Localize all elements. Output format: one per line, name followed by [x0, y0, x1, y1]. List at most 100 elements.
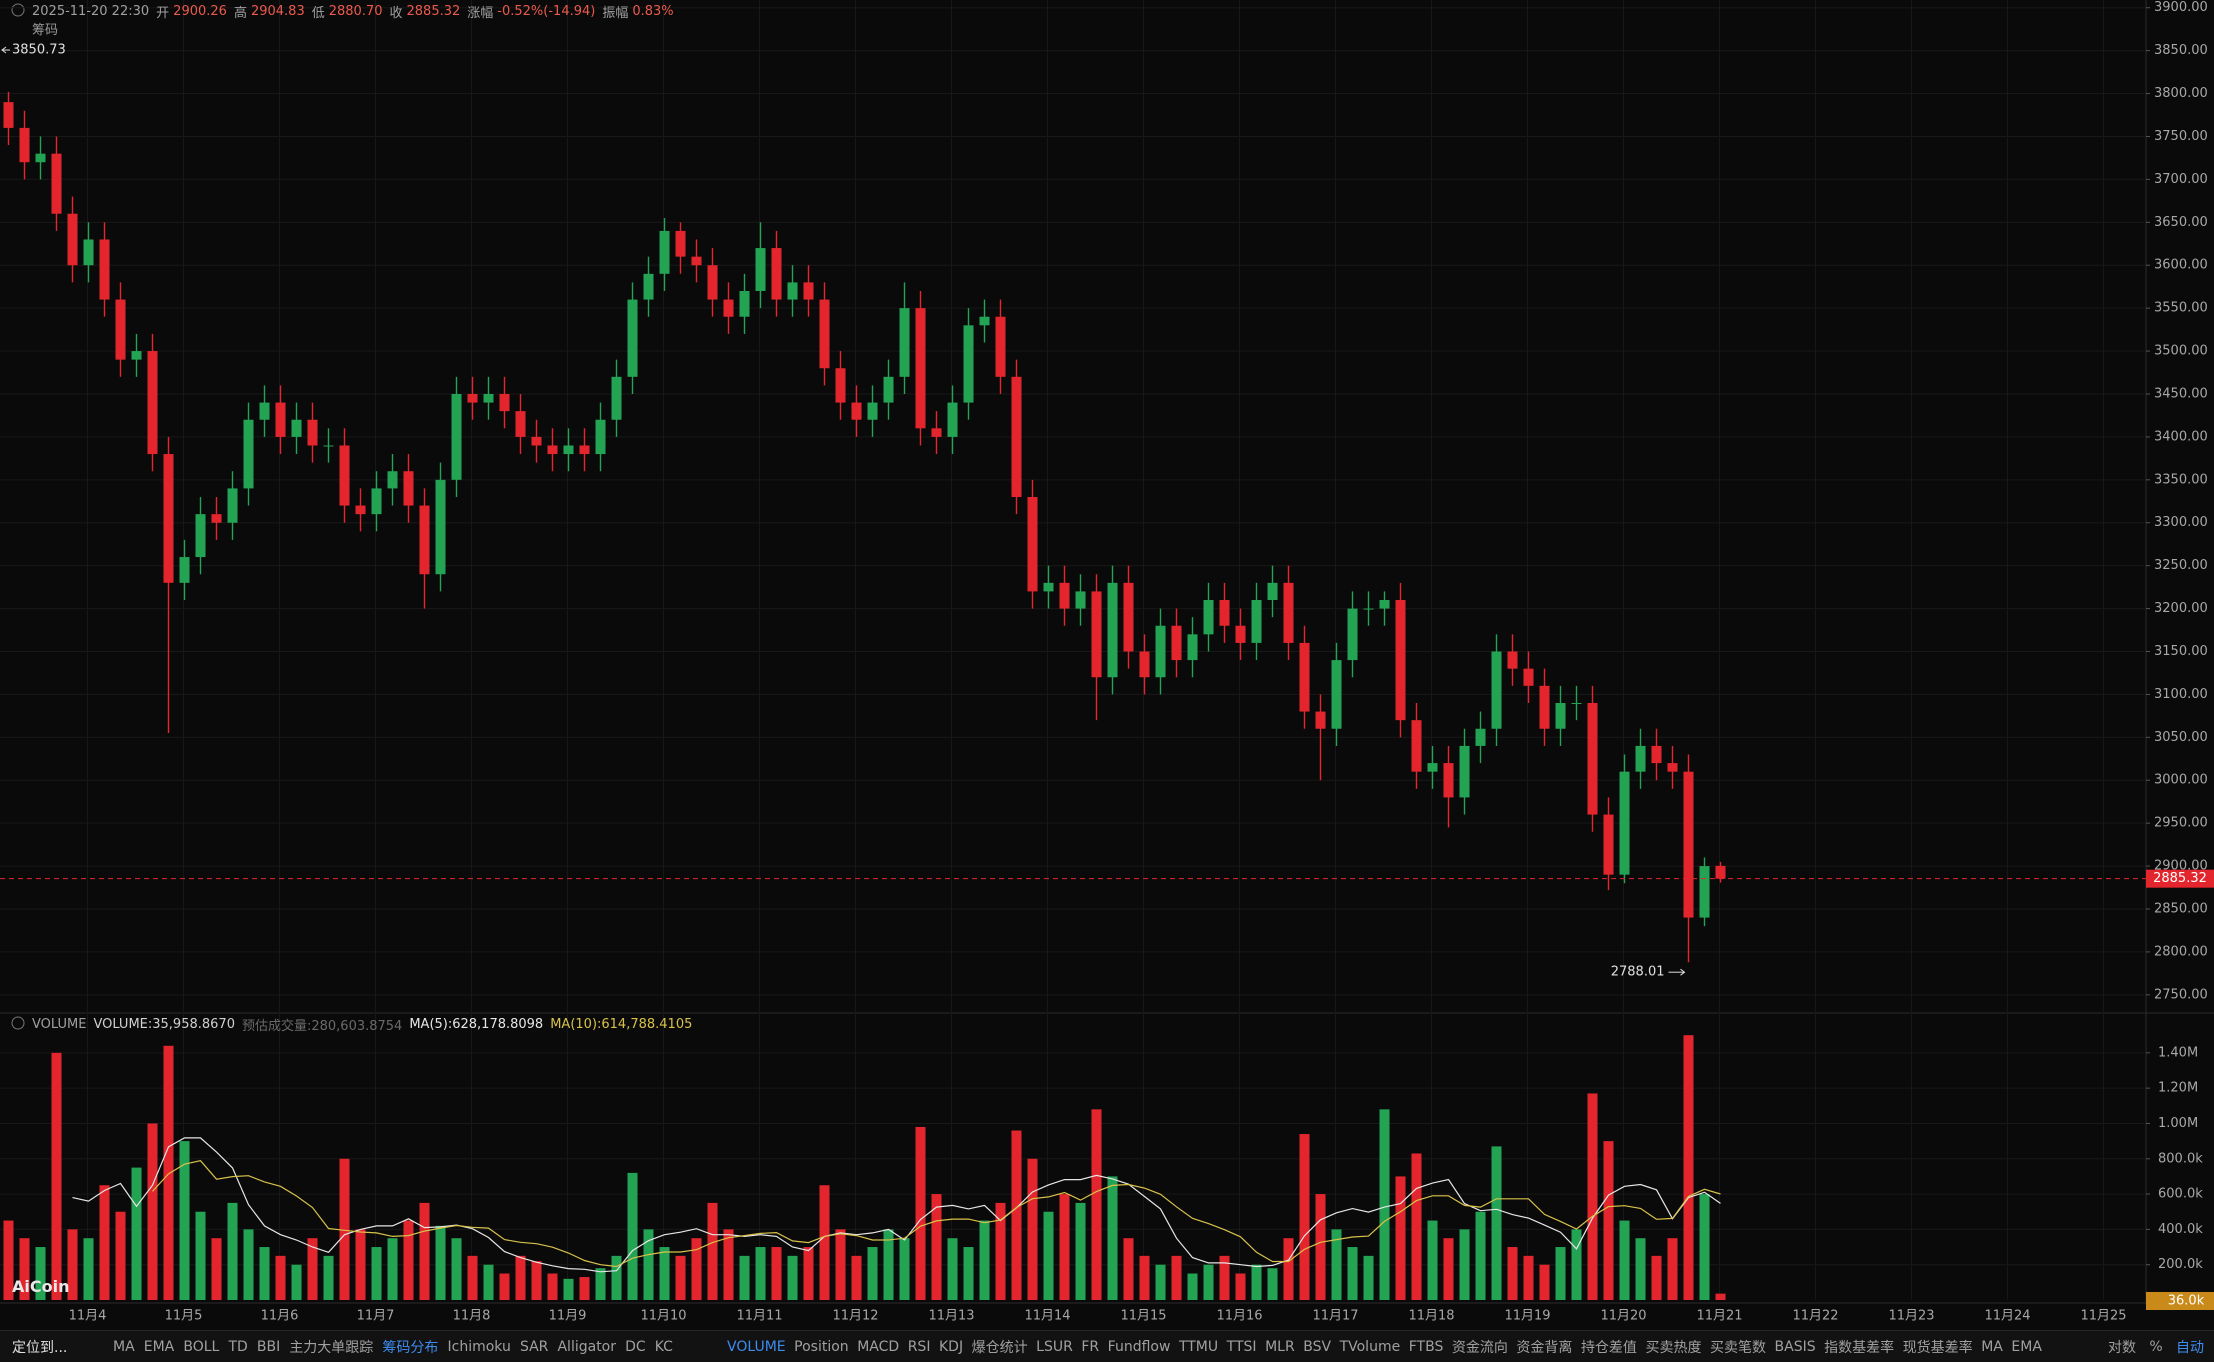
volume-bar — [1699, 1194, 1710, 1300]
toolbar-item[interactable]: TTSI — [1226, 1338, 1257, 1355]
candle-body — [787, 282, 798, 300]
toolbar-item[interactable]: TTMU — [1178, 1338, 1219, 1355]
candle-body — [227, 488, 238, 523]
toolbar-item[interactable]: MLR — [1265, 1338, 1295, 1355]
price-header: 2025-11-20 22:30 开 2900.26 高 2904.83 低 2880.70… — [32, 2, 674, 21]
x-tick-label: 11月18 — [1408, 1309, 1454, 1324]
toolbar-item[interactable]: EMA — [143, 1338, 175, 1355]
toolbar-item[interactable]: Alligator — [557, 1338, 617, 1355]
toolbar-item[interactable]: 买卖热度 — [1645, 1339, 1702, 1356]
y-tick-label: 200.0k — [2158, 1257, 2203, 1272]
toolbar-item[interactable]: SAR — [519, 1338, 549, 1355]
y-tick-label: 3550.00 — [2154, 301, 2208, 316]
candle-body — [899, 308, 910, 377]
toolbar-item[interactable]: 持仓差值 — [1580, 1339, 1637, 1356]
locate-button[interactable]: 定位到... — [12, 1339, 68, 1356]
toolbar-item[interactable]: MACD — [857, 1338, 900, 1355]
volume-bar — [899, 1238, 910, 1300]
toolbar-item[interactable]: 资金流向 — [1451, 1339, 1508, 1356]
toolbar-item[interactable]: DC — [625, 1338, 646, 1355]
candle-body — [1283, 582, 1294, 643]
toolbar-item[interactable]: % — [2149, 1338, 2163, 1355]
volume-stat: VOLUME:35,958.8670 — [93, 1016, 235, 1032]
volume-bar — [1235, 1273, 1246, 1300]
last-price-label: 2885.32 — [2153, 871, 2207, 886]
toolbar-item[interactable]: MA — [113, 1338, 135, 1355]
candle-body — [883, 376, 894, 403]
volume-bar — [1571, 1229, 1582, 1300]
candle-body — [67, 213, 78, 266]
toolbar-item[interactable]: 自动 — [2176, 1339, 2204, 1356]
collapse-icon[interactable] — [11, 3, 25, 17]
toolbar-item[interactable]: TD — [228, 1338, 248, 1355]
x-tick-label: 11月6 — [261, 1309, 299, 1324]
toolbar-item[interactable]: MA — [1981, 1338, 2003, 1355]
volume-ma-line — [152, 1160, 1721, 1268]
x-tick-label: 11月11 — [736, 1309, 782, 1324]
toolbar-item[interactable]: 爆仓统计 — [971, 1339, 1028, 1356]
volume-bar — [1651, 1255, 1662, 1300]
field-value: 0.83% — [632, 3, 674, 19]
last-price-tag — [2146, 869, 2214, 888]
candle-body — [547, 445, 558, 455]
candle-body — [355, 505, 366, 515]
toolbar-item[interactable]: BASIS — [1774, 1338, 1816, 1355]
volume-bar — [355, 1229, 366, 1300]
volume-bar — [627, 1172, 638, 1300]
volume-stat: 预估成交量:280,603.8754 — [241, 1018, 403, 1034]
toolbar-item[interactable]: BBI — [256, 1338, 281, 1355]
candle-body — [755, 248, 766, 291]
candle-body — [323, 445, 334, 447]
toolbar-item[interactable]: EMA — [2011, 1338, 2042, 1355]
toolbar-item[interactable]: VOLUME — [727, 1338, 786, 1355]
candle-body — [947, 402, 958, 437]
volume-bar — [1667, 1238, 1678, 1300]
candle-body — [451, 393, 462, 480]
toolbar-item[interactable]: BOLL — [183, 1338, 220, 1355]
y-tick-label: 3200.00 — [2154, 601, 2208, 616]
toolbar-item[interactable]: 主力大单跟踪 — [289, 1339, 374, 1356]
volume-bar — [1123, 1238, 1134, 1300]
candle-body — [1155, 625, 1166, 678]
collapse-icon[interactable] — [11, 1016, 25, 1030]
toolbar-item[interactable]: 现货基差率 — [1902, 1339, 1973, 1356]
toolbar-item[interactable]: Position — [794, 1338, 849, 1355]
toolbar-item[interactable]: LSUR — [1036, 1338, 1073, 1355]
volume-bar — [1011, 1130, 1022, 1300]
volume-bar — [291, 1264, 302, 1300]
y-tick-label: 2850.00 — [2154, 901, 2208, 916]
volume-bar — [67, 1229, 78, 1300]
volume-bar — [1603, 1141, 1614, 1300]
toolbar-item[interactable]: 资金背离 — [1516, 1339, 1573, 1356]
volume-bar — [1491, 1146, 1502, 1300]
candle-body — [1539, 685, 1550, 729]
toolbar-item[interactable]: KDJ — [938, 1338, 964, 1355]
toolbar-item[interactable]: BSV — [1303, 1338, 1332, 1355]
volume-bar — [1587, 1093, 1598, 1300]
toolbar-item[interactable]: Ichimoku — [447, 1338, 511, 1355]
candle-body — [467, 393, 478, 403]
candle-body — [1491, 651, 1502, 729]
toolbar-item[interactable]: 筹码分布 — [382, 1339, 439, 1356]
candle-body — [1475, 728, 1486, 746]
candle-body — [307, 419, 318, 446]
volume-bar — [979, 1220, 990, 1300]
toolbar-item[interactable]: Fundflow — [1107, 1338, 1171, 1355]
candle-body — [835, 368, 846, 403]
toolbar-item[interactable]: 买卖笔数 — [1710, 1339, 1766, 1356]
toolbar-item[interactable]: TVolume — [1339, 1338, 1401, 1355]
toolbar-item[interactable]: 指数基差率 — [1824, 1339, 1895, 1356]
candle-body — [371, 488, 382, 515]
toolbar-item[interactable]: FR — [1081, 1338, 1100, 1355]
toolbar-item[interactable]: FTBS — [1408, 1338, 1444, 1355]
toolbar-item[interactable]: 对数 — [2108, 1339, 2136, 1356]
volume-bar — [531, 1261, 542, 1300]
candle-body — [915, 308, 926, 429]
candle-body — [1075, 591, 1086, 609]
candle-body — [131, 351, 142, 360]
toolbar-item[interactable]: KC — [654, 1338, 673, 1355]
candle-body — [1651, 745, 1662, 764]
toolbar-item[interactable]: RSI — [907, 1338, 931, 1355]
volume-bar — [339, 1158, 350, 1300]
